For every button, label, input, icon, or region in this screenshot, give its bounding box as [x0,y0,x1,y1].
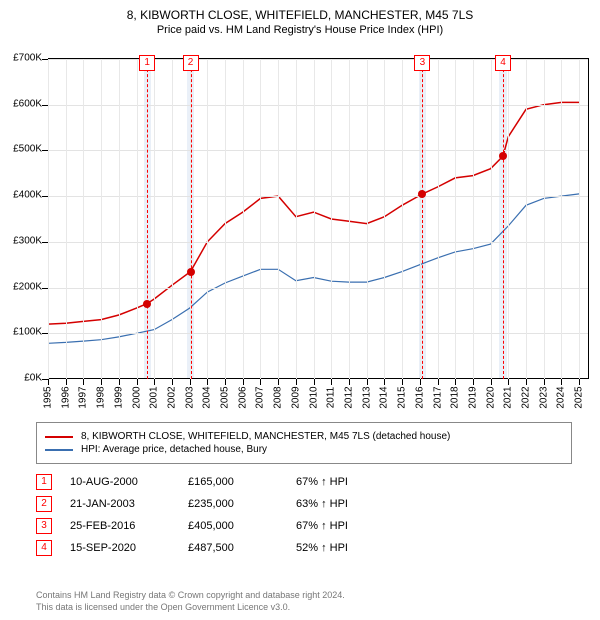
x-axis-label: 2016 [414,383,425,413]
y-axis-label: £700K [0,53,42,64]
x-axis-label: 2004 [202,383,213,413]
transaction-price: £165,000 [188,476,278,488]
y-axis-label: £0K [0,373,42,384]
transaction-price: £487,500 [188,542,278,554]
transaction-marker: 2 [36,496,52,512]
marker-label: 3 [414,55,430,71]
chart-subtitle: Price paid vs. HM Land Registry's House … [0,22,600,36]
x-axis-label: 1996 [60,383,71,413]
x-axis-label: 2005 [220,383,231,413]
x-axis-label: 1998 [96,383,107,413]
x-axis-label: 1997 [78,383,89,413]
x-axis-label: 2006 [237,383,248,413]
x-axis-label: 2009 [290,383,301,413]
transaction-marker: 4 [36,540,52,556]
y-axis-label: £200K [0,281,42,292]
marker-line [147,59,148,379]
x-axis-label: 2008 [273,383,284,413]
legend-label: 8, KIBWORTH CLOSE, WHITEFIELD, MANCHESTE… [81,431,450,442]
transaction-marker: 1 [36,474,52,490]
marker-label: 1 [139,55,155,71]
legend-label: HPI: Average price, detached house, Bury [81,444,267,455]
x-axis-label: 2020 [485,383,496,413]
x-axis-label: 2018 [450,383,461,413]
y-axis-label: £600K [0,98,42,109]
x-axis-label: 2010 [308,383,319,413]
transaction-row: 3 25-FEB-2016 £405,000 67% ↑ HPI [36,518,386,534]
transaction-row: 4 15-SEP-2020 £487,500 52% ↑ HPI [36,540,386,556]
x-axis-label: 2002 [166,383,177,413]
chart-title: 8, KIBWORTH CLOSE, WHITEFIELD, MANCHESTE… [0,0,600,22]
x-axis-label: 2024 [556,383,567,413]
transaction-dot [499,152,507,160]
x-axis-label: 2021 [503,383,514,413]
x-axis-label: 2003 [184,383,195,413]
marker-label: 4 [495,55,511,71]
marker-line [191,59,192,379]
transaction-dot [418,190,426,198]
chart-container: 8, KIBWORTH CLOSE, WHITEFIELD, MANCHESTE… [0,0,600,620]
transaction-price: £235,000 [188,498,278,510]
transaction-dot [143,300,151,308]
plot-region: 1995199619971998199920002001200220032004… [48,58,589,379]
x-axis-label: 2014 [379,383,390,413]
legend-swatch [45,449,73,451]
x-axis-label: 1999 [113,383,124,413]
x-axis-label: 2025 [574,383,585,413]
x-axis-label: 2012 [343,383,354,413]
y-axis-label: £500K [0,144,42,155]
x-axis-label: 2007 [255,383,266,413]
transaction-row: 1 10-AUG-2000 £165,000 67% ↑ HPI [36,474,386,490]
transaction-date: 21-JAN-2003 [70,498,170,510]
footer-attribution: Contains HM Land Registry data © Crown c… [36,589,345,614]
x-axis-label: 2000 [131,383,142,413]
transaction-price: £405,000 [188,520,278,532]
transaction-date: 15-SEP-2020 [70,542,170,554]
legend-swatch [45,436,73,438]
transaction-date: 25-FEB-2016 [70,520,170,532]
marker-label: 2 [183,55,199,71]
footer-line-2: This data is licensed under the Open Gov… [36,601,345,614]
legend-item: 8, KIBWORTH CLOSE, WHITEFIELD, MANCHESTE… [45,431,563,442]
x-axis-label: 2011 [326,383,337,413]
footer-line-1: Contains HM Land Registry data © Crown c… [36,589,345,602]
transaction-pct: 67% ↑ HPI [296,520,386,532]
x-axis-label: 2017 [432,383,443,413]
legend-box: 8, KIBWORTH CLOSE, WHITEFIELD, MANCHESTE… [36,422,572,464]
y-axis-label: £300K [0,235,42,246]
line-series [48,59,588,379]
y-axis-label: £100K [0,327,42,338]
transaction-dot [187,268,195,276]
marker-line [422,59,423,379]
transaction-date: 10-AUG-2000 [70,476,170,488]
transaction-pct: 63% ↑ HPI [296,498,386,510]
transaction-pct: 52% ↑ HPI [296,542,386,554]
transaction-marker: 3 [36,518,52,534]
x-axis-label: 2022 [521,383,532,413]
y-axis-label: £400K [0,190,42,201]
x-axis-label: 1995 [43,383,54,413]
x-axis-label: 2015 [397,383,408,413]
x-axis-label: 2023 [538,383,549,413]
transaction-table: 1 10-AUG-2000 £165,000 67% ↑ HPI 2 21-JAN-200… [36,468,386,562]
transaction-row: 2 21-JAN-2003 £235,000 63% ↑ HPI [36,496,386,512]
marker-line [503,59,504,379]
x-axis-label: 2019 [467,383,478,413]
x-axis-label: 2013 [361,383,372,413]
transaction-pct: 67% ↑ HPI [296,476,386,488]
legend-item: HPI: Average price, detached house, Bury [45,444,563,455]
chart-area: 1995199619971998199920002001200220032004… [48,58,588,378]
x-axis-label: 2001 [149,383,160,413]
